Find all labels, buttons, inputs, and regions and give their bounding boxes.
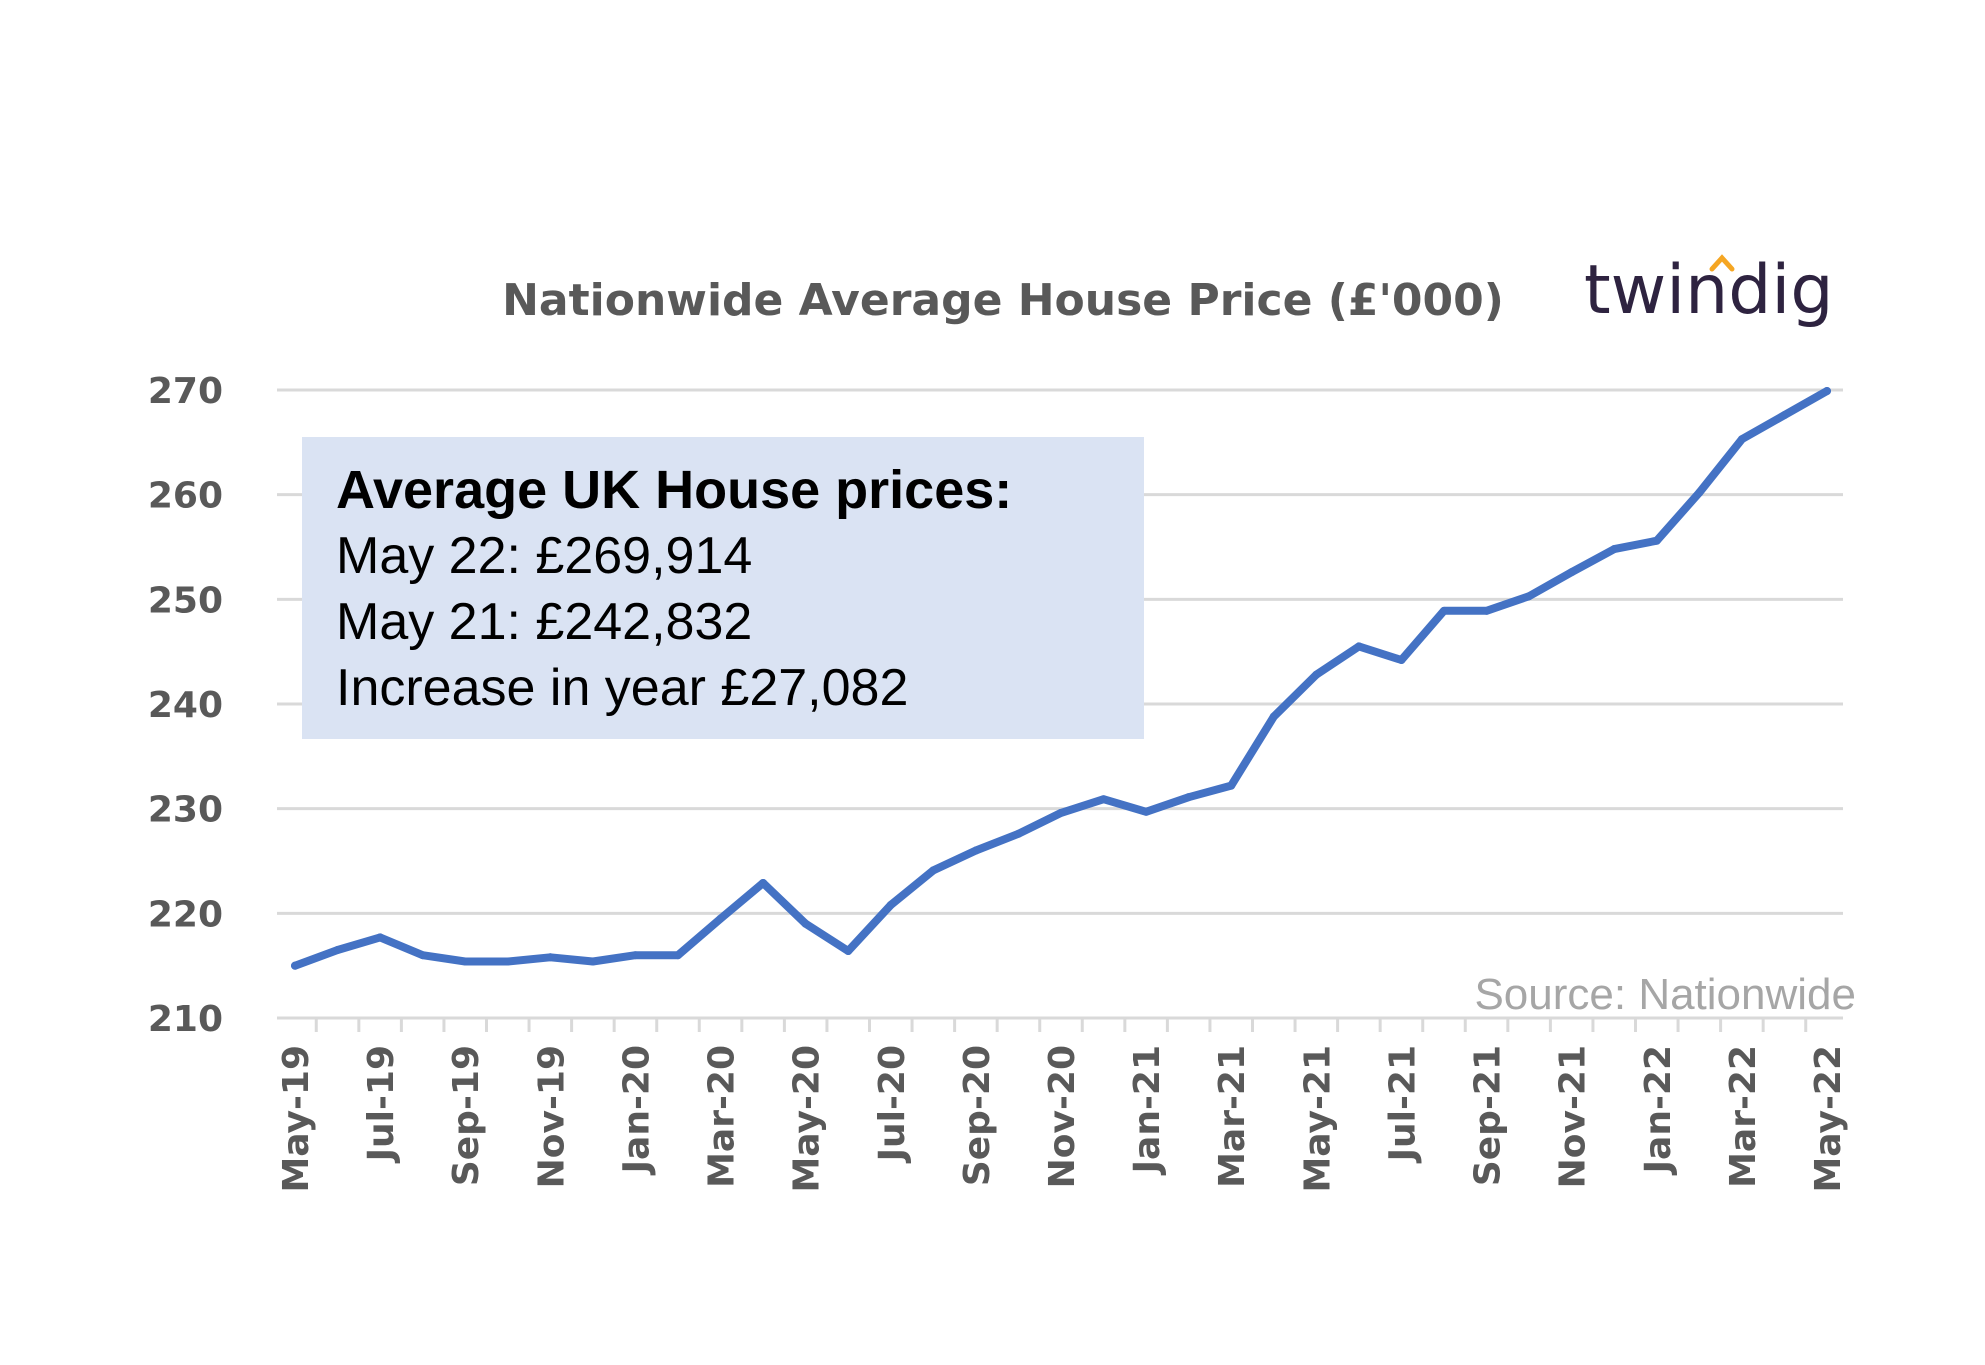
x-tick-label: Jan-20: [616, 1045, 657, 1176]
data-point: [1737, 435, 1746, 444]
info-box-heading: Average UK House prices:: [336, 460, 1012, 520]
data-point: [1567, 568, 1576, 577]
data-point: [291, 961, 299, 970]
data-point: [1695, 488, 1704, 497]
data-point: [1610, 545, 1619, 554]
info-box: Average UK House prices: May 22: £269,91…: [302, 437, 1144, 739]
info-box-line-may22: May 22: £269,914: [336, 527, 752, 585]
x-tick-label: Jul-21: [1382, 1045, 1423, 1164]
x-tick-label: Jul-20: [872, 1045, 913, 1164]
x-tick-label: Sep-21: [1468, 1045, 1509, 1186]
x-tick-label: May-22: [1808, 1045, 1849, 1193]
y-axis-ticks: 210 220 230 240 250 260 270: [148, 371, 223, 1040]
x-tick-label: Jul-19: [361, 1045, 402, 1164]
data-point: [1652, 536, 1661, 545]
data-point: [1014, 829, 1023, 838]
data-point: [1099, 795, 1108, 804]
logo-accent-icon: [1709, 254, 1735, 272]
data-point: [1780, 411, 1789, 420]
data-points: [291, 387, 1831, 970]
data-point: [1312, 670, 1321, 679]
data-point: [801, 919, 810, 928]
data-point: [1525, 592, 1534, 601]
data-point: [1142, 807, 1151, 816]
data-point: [631, 951, 640, 960]
x-tick-label: Mar-22: [1723, 1045, 1764, 1188]
y-tick-label: 240: [148, 685, 223, 726]
data-point: [716, 914, 725, 923]
data-point: [929, 866, 938, 875]
y-tick-label: 250: [148, 580, 223, 621]
y-tick-label: 210: [148, 999, 223, 1040]
data-point: [1269, 712, 1278, 721]
data-point: [1397, 656, 1406, 665]
data-point: [1057, 808, 1065, 817]
data-point: [1227, 781, 1236, 790]
data-point: [461, 957, 470, 966]
x-tick-label: May-19: [276, 1045, 317, 1193]
data-point: [418, 951, 427, 960]
chart-title: Nationwide Average House Price (£'000): [502, 275, 1504, 326]
x-tick-label: Jan-22: [1638, 1045, 1679, 1176]
data-point: [759, 878, 768, 887]
y-tick-label: 220: [148, 894, 223, 935]
x-tick-label: May-21: [1297, 1045, 1338, 1193]
data-point: [1482, 606, 1491, 615]
x-tick-label: Nov-19: [531, 1045, 572, 1188]
data-point: [1440, 606, 1448, 615]
data-point: [1354, 642, 1363, 651]
data-point: [546, 953, 555, 962]
x-tick-label: Mar-21: [1212, 1045, 1253, 1188]
y-tick-label: 230: [148, 790, 223, 831]
logo: twindig: [1584, 251, 1834, 330]
x-tick-label: Jan-21: [1127, 1045, 1168, 1176]
logo-text: twindig: [1584, 251, 1834, 330]
source-note: Source: Nationwide: [1474, 970, 1856, 1019]
data-point: [674, 951, 682, 960]
data-point: [588, 957, 597, 966]
x-tick-label: Sep-19: [446, 1045, 487, 1186]
info-box-line-increase: Increase in year £27,082: [336, 659, 908, 717]
x-axis-ticks: May-19 Jul-19 Sep-19 Nov-19 Jan-20 Mar-20 May-…: [276, 1018, 1849, 1193]
data-point: [886, 900, 895, 909]
data-point: [333, 945, 342, 954]
info-box-background: [302, 437, 1144, 739]
x-tick-label: May-20: [787, 1045, 828, 1193]
info-box-line-may21: May 21: £242,832: [336, 593, 752, 651]
data-point: [503, 957, 512, 966]
x-tick-label: Sep-20: [957, 1045, 998, 1186]
data-point: [844, 947, 853, 956]
x-tick-label: Nov-21: [1553, 1045, 1594, 1188]
x-tick-label: Nov-20: [1042, 1045, 1083, 1188]
y-tick-label: 260: [148, 476, 223, 517]
data-point: [1823, 387, 1831, 396]
x-tick-label: Mar-20: [702, 1045, 743, 1188]
data-point: [971, 846, 980, 855]
data-point: [376, 933, 385, 942]
data-point: [1184, 793, 1193, 802]
y-tick-label: 270: [148, 371, 223, 412]
